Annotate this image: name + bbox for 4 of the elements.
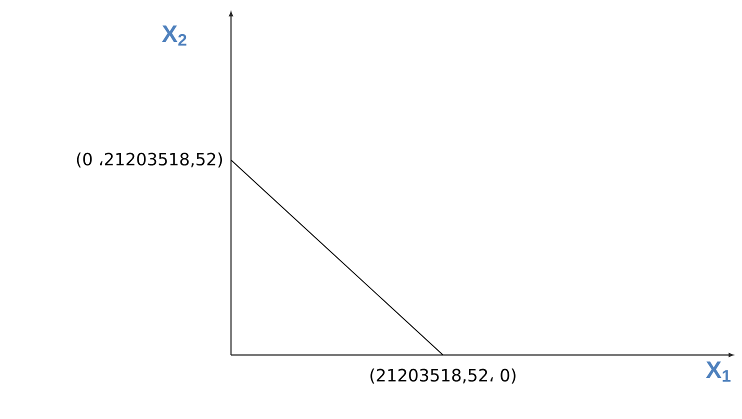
text: X$_{1}$ [706,362,731,382]
y-axis-title: X$_{2}$ [162,26,186,46]
text: (21203518,52، 0) [370,368,516,384]
annotation: (0 ،21203518,52) [76,152,222,168]
